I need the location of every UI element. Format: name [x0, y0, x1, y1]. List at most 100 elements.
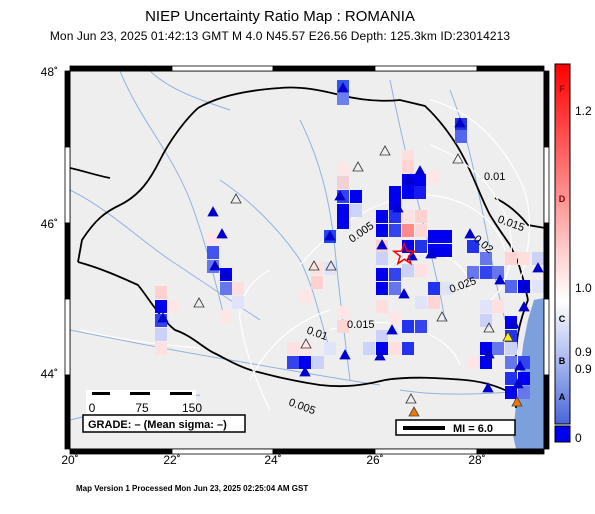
- frame-segment: [476, 448, 545, 455]
- frame-segment: [374, 448, 478, 455]
- uncertainty-cell: [518, 386, 530, 399]
- uncertainty-cell: [467, 240, 479, 253]
- colorbar-value: 0: [575, 431, 582, 445]
- uncertainty-cell: [299, 290, 311, 303]
- uncertainty-cell: [492, 266, 504, 279]
- uncertainty-cell: [155, 328, 167, 341]
- station-triangle-icon: [209, 260, 221, 271]
- uncertainty-cell: [414, 174, 426, 187]
- uncertainty-cell: [415, 264, 427, 277]
- grade-box: GRADE: – (Mean sigma: –): [82, 414, 246, 433]
- colorbar-grade-letter: D: [559, 194, 566, 204]
- uncertainty-cell: [376, 252, 388, 265]
- station-triangle-icon: [483, 348, 495, 359]
- station-triangle-icon: [518, 301, 530, 312]
- frame-segment: [64, 146, 71, 224]
- mi-text: MI = 6.0: [453, 423, 493, 435]
- station-triangle-icon: [339, 349, 351, 360]
- frame-segment: [69, 65, 173, 72]
- uncertainty-cell: [402, 160, 414, 173]
- station-triangle-icon: [157, 312, 169, 323]
- uncertainty-cell: [287, 356, 299, 369]
- station-triangle-icon: [512, 378, 524, 389]
- uncertainty-cell: [363, 342, 375, 355]
- uncertainty-cell: [337, 162, 349, 175]
- scale-label: 0: [89, 401, 96, 415]
- station-triangle-icon: [386, 324, 398, 335]
- uncertainty-cell: [415, 320, 427, 333]
- colorbar-value: 0.9: [575, 345, 592, 359]
- x-tick-label: 28˚: [468, 453, 485, 467]
- station-triangle-icon: [352, 161, 364, 172]
- uncertainty-cell: [428, 170, 440, 183]
- colorbar-gradient: [554, 63, 571, 425]
- map-subtitle: Mon Jun 23, 2025 01:42:13 GMT M 4.0 N45.…: [49, 29, 511, 43]
- uncertainty-cell: [505, 372, 517, 385]
- uncertainty-cell: [440, 282, 452, 295]
- uncertainty-cell: [389, 268, 401, 281]
- uncertainty-cell: [337, 216, 349, 229]
- contour-label: 0.015: [347, 319, 375, 331]
- station-triangle-icon: [494, 274, 506, 285]
- station-triangle-icon: [454, 117, 466, 128]
- x-tick-label: 26˚: [366, 453, 383, 467]
- station-triangle-icon: [324, 230, 336, 241]
- uncertainty-cell: [155, 300, 167, 313]
- uncertainty-cell: [402, 240, 414, 253]
- uncertainty-cell: [505, 342, 517, 355]
- colorbar-value: 1.2: [575, 104, 592, 118]
- uncertainty-cell: [232, 296, 244, 309]
- x-tick-label: 20˚: [61, 453, 78, 467]
- colorbar-value: 1.0: [575, 281, 592, 295]
- map-checker-frame: [64, 65, 550, 455]
- uncertainty-cell: [376, 330, 388, 343]
- frame-segment: [171, 448, 274, 455]
- colorbar-grade-letter: C: [559, 314, 566, 324]
- colorbar-grade-letter: B: [559, 356, 566, 366]
- frame-segment: [64, 298, 71, 376]
- colorbar-grade-letter: A: [559, 392, 566, 402]
- uncertainty-cell: [376, 268, 388, 281]
- x-tick-label: 22˚: [163, 453, 180, 467]
- frame-segment: [64, 222, 71, 300]
- frame-segment: [374, 65, 478, 72]
- x-tick-label: 24˚: [264, 453, 281, 467]
- uncertainty-cell: [376, 224, 388, 237]
- station-triangle-icon: [403, 174, 415, 185]
- station-markers: [157, 82, 544, 417]
- uncertainty-cell: [428, 282, 440, 295]
- frame-segment: [64, 70, 71, 148]
- station-triangle-icon: [408, 406, 420, 417]
- station-triangle-icon: [216, 228, 228, 239]
- uncertainty-cell: [287, 342, 299, 355]
- uncertainty-cell: [505, 386, 517, 399]
- y-tick-label: 44˚: [41, 367, 58, 381]
- colorbar-grade-letter: F: [559, 84, 565, 94]
- station-triangle-icon: [436, 311, 448, 322]
- uncertainty-cell: [467, 266, 479, 279]
- uncertainty-cell: [402, 150, 414, 163]
- uncertainty-cell: [312, 356, 324, 369]
- uncertainty-cell: [350, 190, 362, 203]
- uncertainty-cell: [299, 342, 311, 355]
- uncertainty-cell: [480, 356, 492, 369]
- uncertainty-cell: [232, 282, 244, 295]
- frame-segment: [543, 374, 550, 450]
- uncertainty-cell: [467, 356, 479, 369]
- frame-segment: [171, 65, 274, 72]
- station-triangle-icon: [508, 318, 520, 329]
- uncertainty-cell: [505, 280, 517, 293]
- station-triangle-icon: [299, 366, 311, 377]
- uncertainty-cell: [480, 252, 492, 265]
- uncertainty-cell: [207, 246, 219, 259]
- station-triangle-icon: [374, 350, 386, 361]
- uncertainty-cell: [299, 356, 311, 369]
- uncertainty-cell: [389, 282, 401, 295]
- uncertainty-cells: [155, 80, 544, 399]
- station-triangle-icon: [308, 260, 320, 271]
- station-triangle-icon: [519, 280, 531, 291]
- mi-legend: MI = 6.0: [395, 419, 516, 436]
- uncertainty-cell: [428, 230, 440, 243]
- uncertainty-cell: [402, 264, 414, 277]
